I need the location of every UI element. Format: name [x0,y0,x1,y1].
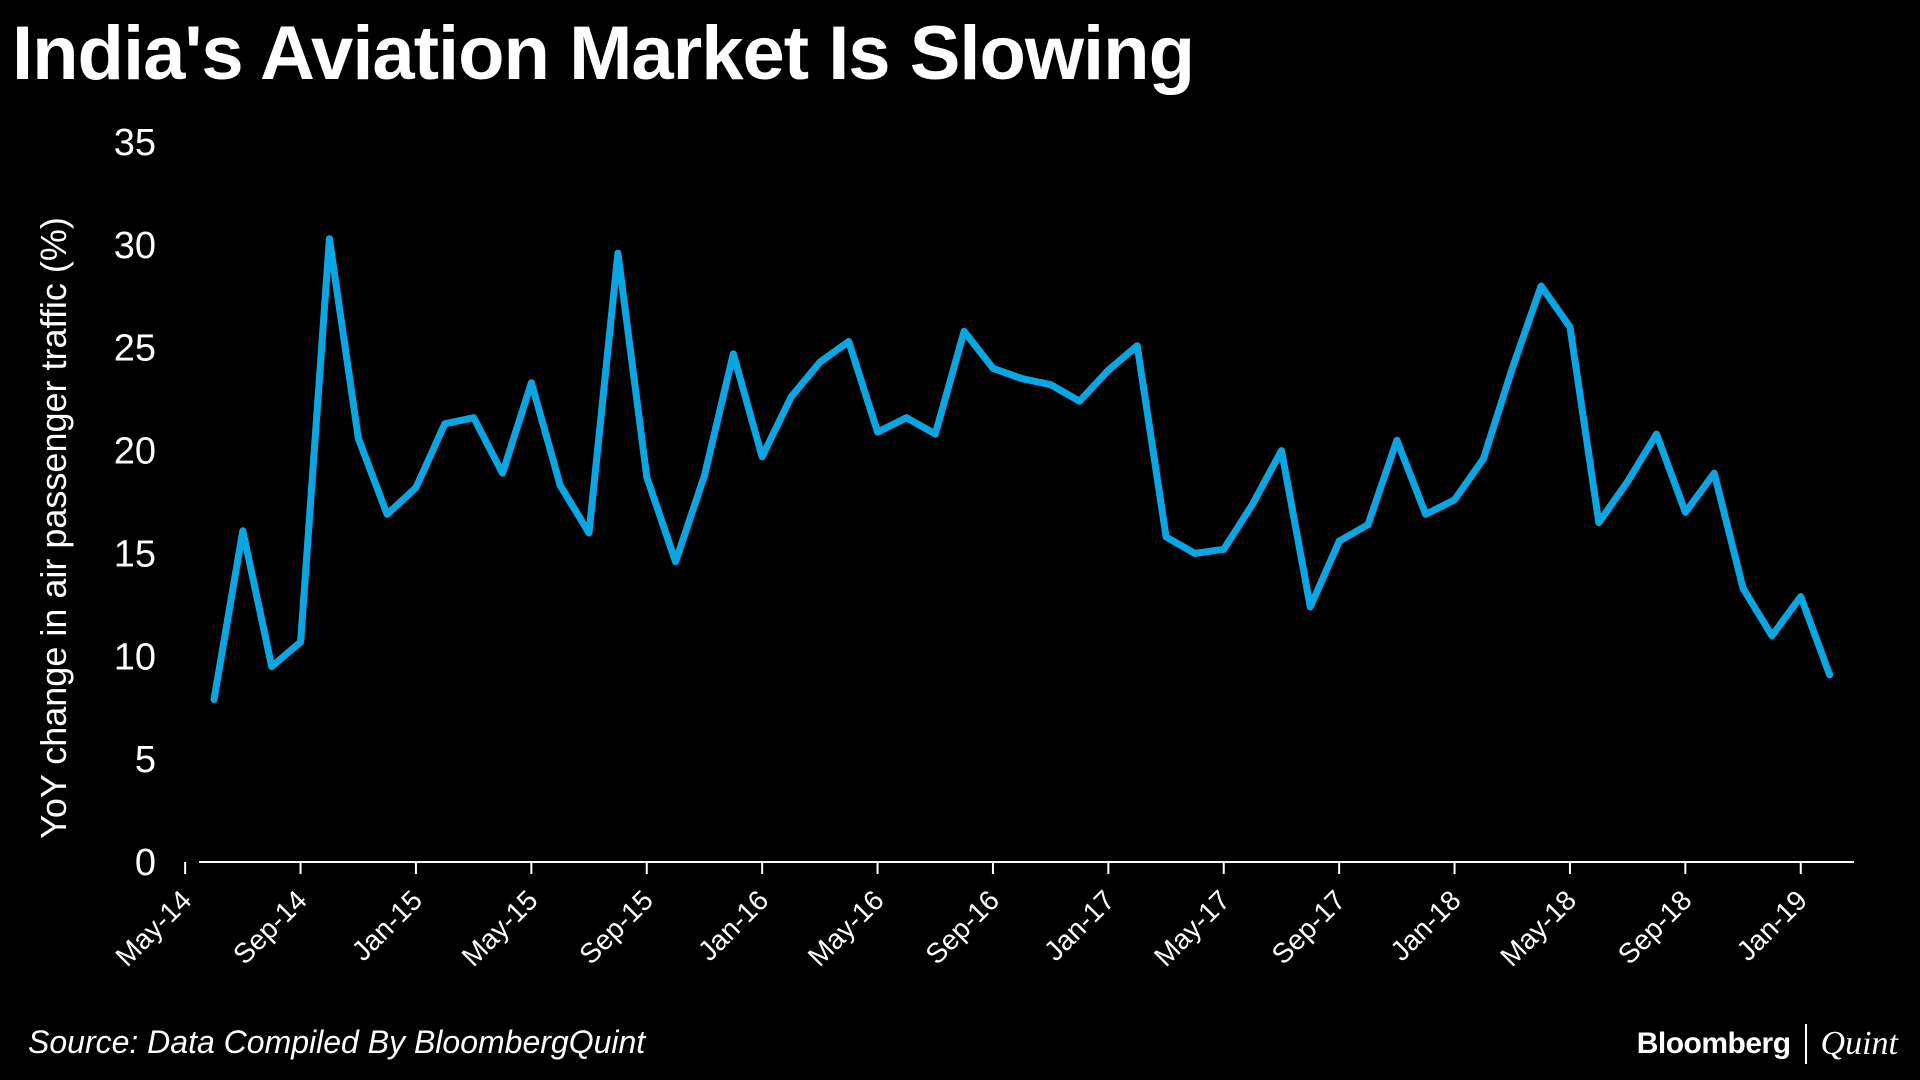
y-axis-label: YoY change in air passenger traffic (%) [33,217,74,839]
y-tick-label: 10 [114,636,156,678]
x-tick-label: Jan-17 [1038,884,1120,966]
x-tick-label: May-16 [802,884,890,972]
x-tick-label: Sep-14 [227,884,313,970]
y-tick-label: 5 [135,739,156,781]
x-axis: May-14 Sep-14 Jan-15 May-15 Sep-15 Jan-16 May-… [109,861,1854,972]
x-tick-label: May-14 [109,884,197,972]
y-axis-ticks: 0 5 10 15 20 25 30 35 [114,122,156,884]
chart-title: India's Aviation Market Is Slowing [12,11,1195,96]
x-tick-label: May-15 [456,884,544,972]
brand-primary: Bloomberg [1636,1027,1791,1060]
y-tick-label: 25 [114,328,156,370]
brand-logo: Bloomberg Quint [1637,1024,1898,1064]
brand-secondary: Quint [1820,1025,1898,1062]
x-tick-label: May-17 [1148,884,1236,972]
y-tick-label: 15 [114,533,156,575]
y-tick-label: 35 [114,122,156,164]
x-tick-label: May-18 [1494,884,1582,972]
x-tick-label: Jan-18 [1384,884,1466,966]
x-tick-label: Jan-16 [692,884,774,966]
brand-divider [1804,1024,1807,1064]
x-tick-label: Sep-15 [573,884,659,970]
x-tick-label: Jan-15 [346,884,428,966]
source-note: Source: Data Compiled By BloombergQuint [28,1024,646,1060]
y-tick-label: 0 [135,842,156,884]
x-tick-label: Jan-19 [1731,884,1813,966]
x-tick-label: Sep-17 [1266,884,1352,970]
y-tick-label: 20 [114,431,156,473]
series-line [210,235,1834,703]
y-tick-label: 30 [114,225,156,267]
x-tick-label: Sep-16 [919,884,1005,970]
x-tick-label: Sep-18 [1612,884,1698,970]
